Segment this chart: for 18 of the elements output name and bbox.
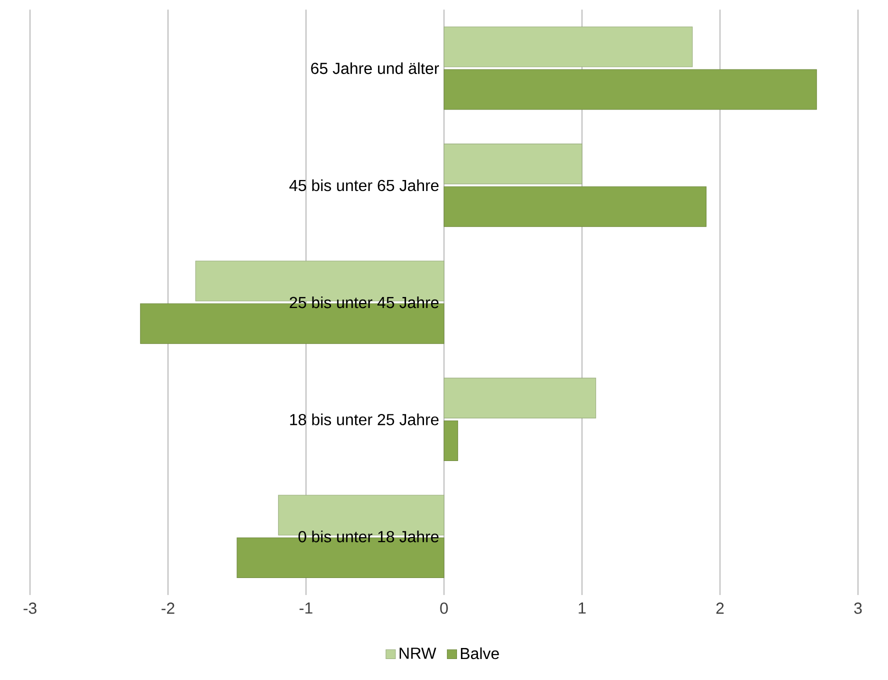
legend-label: Balve: [460, 647, 499, 660]
bar: [444, 186, 706, 227]
bar: [444, 378, 596, 418]
bar: [444, 144, 582, 184]
legend-label: NRW: [400, 648, 436, 659]
x-tick-label: -2: [162, 602, 174, 614]
y-tick-label: 18 bis unter 25 Jahre: [290, 414, 439, 426]
y-tick-label: 45 bis unter 65 Jahre: [289, 179, 439, 192]
x-tick-label: -1: [300, 602, 312, 614]
x-tick-label: -3: [24, 602, 36, 614]
x-tick-label: 2: [716, 602, 724, 614]
x-tick-label: 0: [440, 602, 448, 614]
bar: [444, 69, 817, 110]
bar: [444, 26, 693, 68]
y-tick-label: 65 Jahre und älter: [311, 62, 439, 74]
x-tick-label: 1: [578, 602, 586, 614]
x-tick-label: 3: [854, 602, 862, 614]
bar: [444, 420, 458, 461]
